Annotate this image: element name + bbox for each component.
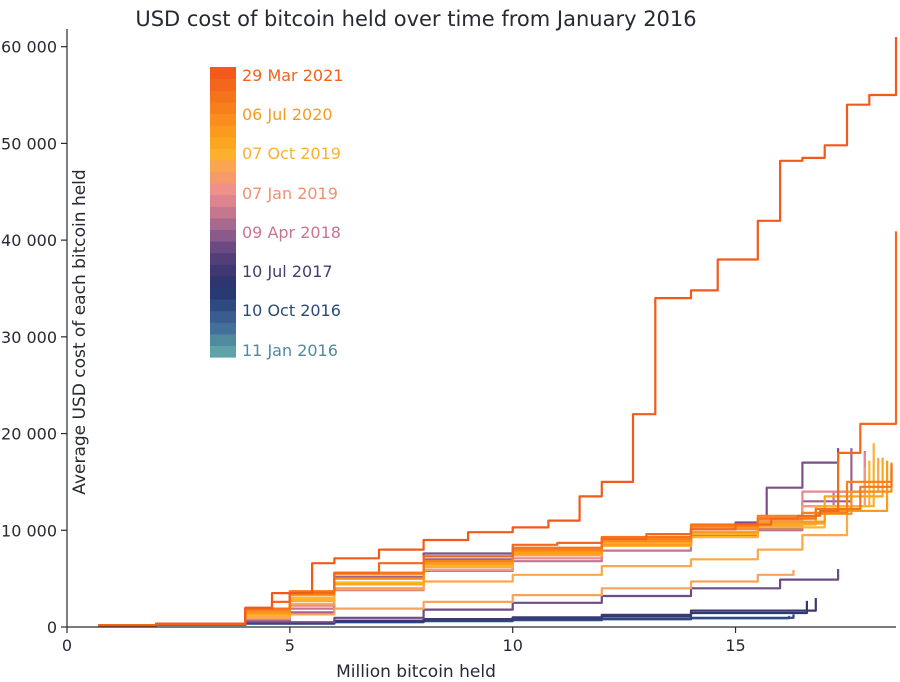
- legend-color-swatch: [210, 299, 236, 312]
- legend-color-swatch: [210, 183, 236, 196]
- legend-color-swatch: [210, 322, 236, 335]
- legend-label: 11 Jan 2016: [242, 341, 338, 360]
- legend-color-swatch: [210, 101, 236, 114]
- legend-color-swatch: [210, 171, 236, 184]
- legend-color-swatch: [210, 159, 236, 172]
- y-tick-label: 60 000: [1, 38, 57, 57]
- legend-label: 10 Oct 2016: [242, 301, 341, 320]
- series-line: [98, 451, 866, 627]
- series-lines: [98, 37, 898, 627]
- legend-color-swatch: [210, 113, 236, 126]
- legend-label: 10 Jul 2017: [242, 262, 333, 281]
- y-tick-label: 30 000: [1, 328, 57, 347]
- series-line: [98, 231, 898, 627]
- x-axis: 0 5 10 15: [62, 627, 746, 655]
- legend-label: 07 Oct 2019: [242, 144, 341, 163]
- legend-color-swatch: [210, 275, 236, 288]
- legend-color-swatch: [210, 136, 236, 149]
- legend-color-swatch: [210, 310, 236, 323]
- legend-color-swatch: [210, 345, 236, 358]
- y-axis: 0 10 000 20 000 30 000 40 000 50 000 60 000: [1, 38, 67, 637]
- legend-color-swatch: [210, 125, 236, 138]
- color-scale-legend: 29 Mar 2021 06 Jul 2020 07 Oct 2019 07 Jan …: [210, 66, 343, 360]
- legend-color-swatch: [210, 194, 236, 207]
- legend-color-swatch: [210, 241, 236, 254]
- series-line: [98, 460, 889, 627]
- series-line: [98, 452, 866, 627]
- x-axis-label: Million bitcoin held: [336, 662, 496, 682]
- legend-color-swatch: [210, 78, 236, 91]
- series-line: [98, 457, 880, 627]
- y-tick-label: 10 000: [1, 521, 57, 540]
- y-axis-label: Average USD cost of each bitcoin held: [70, 169, 90, 494]
- x-tick-label: 0: [62, 636, 72, 655]
- y-tick-label: 20 000: [1, 425, 57, 444]
- y-tick-label: 40 000: [1, 231, 57, 250]
- series-line: [98, 460, 871, 627]
- x-tick-label: 15: [725, 636, 745, 655]
- legend-color-swatch: [210, 206, 236, 219]
- legend-color-swatch: [210, 67, 236, 80]
- y-tick-label: 0: [47, 618, 57, 637]
- legend-color-swatch: [210, 264, 236, 277]
- x-tick-label: 5: [285, 636, 295, 655]
- legend-color-swatch: [210, 252, 236, 265]
- series-line: [98, 37, 898, 627]
- legend-color-swatch: [210, 333, 236, 346]
- chart-title: USD cost of bitcoin held over time from …: [135, 7, 696, 31]
- series-line: [98, 457, 884, 627]
- legend-color-swatch: [210, 217, 236, 230]
- legend-color-swatch: [210, 90, 236, 103]
- y-tick-label: 50 000: [1, 134, 57, 153]
- legend-label: 06 Jul 2020: [242, 105, 333, 124]
- legend-color-swatch: [210, 148, 236, 161]
- legend-label: 29 Mar 2021: [242, 66, 343, 85]
- legend-label: 07 Jan 2019: [242, 184, 338, 203]
- legend-label: 09 Apr 2018: [242, 223, 341, 242]
- legend-color-swatch: [210, 229, 236, 242]
- x-tick-label: 10: [503, 636, 523, 655]
- legend-color-swatch: [210, 287, 236, 300]
